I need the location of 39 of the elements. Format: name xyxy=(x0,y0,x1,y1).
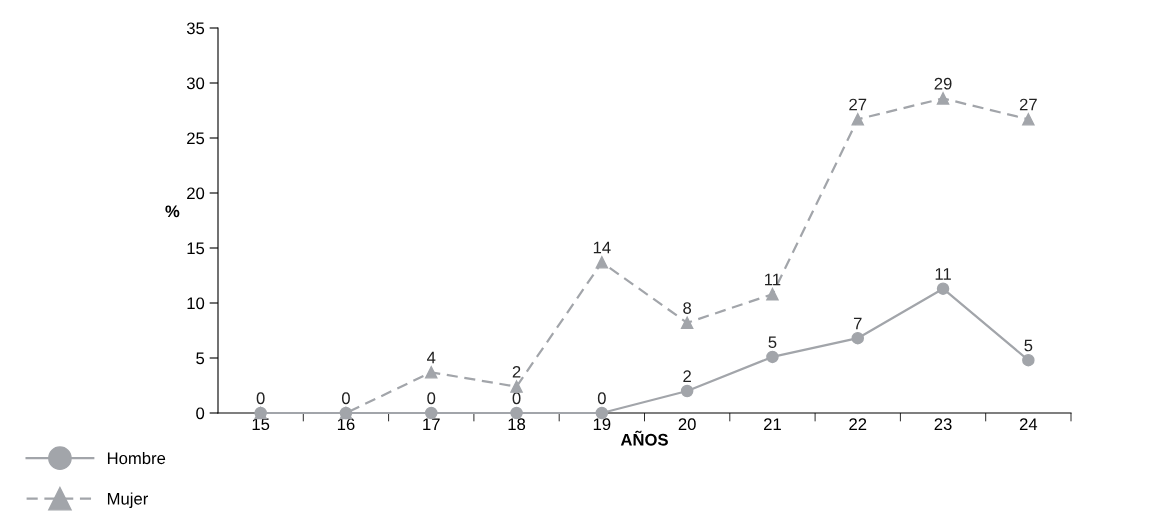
y-tick-label: 0 xyxy=(196,407,205,420)
data-label: 29 xyxy=(934,77,952,90)
y-tick-label: 20 xyxy=(187,187,205,200)
y-tick-label: 10 xyxy=(187,297,205,310)
data-label: 7 xyxy=(853,317,862,330)
data-label: 0 xyxy=(512,392,521,405)
legend-label: Hombre xyxy=(107,451,166,465)
data-label: 11 xyxy=(765,273,781,286)
data-label: 8 xyxy=(683,302,692,314)
data-label: 2 xyxy=(683,370,691,382)
data-label: 14 xyxy=(593,241,611,254)
y-tick-label: 5 xyxy=(196,352,205,365)
data-label: 0 xyxy=(597,392,606,405)
data-label: 5 xyxy=(768,336,777,349)
data-label: 27 xyxy=(849,98,867,111)
y-tick-label: 35 xyxy=(186,22,205,35)
data-label: 5 xyxy=(1024,339,1033,352)
x-tick-label: 23 xyxy=(934,418,952,431)
x-tick-label: 20 xyxy=(678,418,696,431)
x-tick-label: 18 xyxy=(508,418,526,431)
x-tick-label: 21 xyxy=(764,418,781,430)
y-tick-label: 25 xyxy=(187,132,205,145)
x-tick-label: 19 xyxy=(593,418,611,431)
y-tick-label: 15 xyxy=(187,242,205,255)
x-tick-label: 16 xyxy=(337,418,355,431)
x-tick-label: 22 xyxy=(849,418,867,430)
data-label: 2 xyxy=(512,365,521,378)
data-label: 27 xyxy=(1019,98,1037,111)
data-label: 0 xyxy=(427,392,436,405)
data-label: 11 xyxy=(935,268,951,280)
y-axis-title: % xyxy=(165,205,180,218)
y-tick-label: 30 xyxy=(186,77,205,90)
x-axis-title: AÑOS xyxy=(620,430,668,446)
x-tick-label: 17 xyxy=(423,418,440,430)
data-label: 4 xyxy=(427,351,436,364)
data-label: 0 xyxy=(341,392,350,405)
legend-label: Mujer xyxy=(107,492,148,508)
x-tick-label: 24 xyxy=(1019,418,1038,430)
data-label: 0 xyxy=(256,392,265,405)
